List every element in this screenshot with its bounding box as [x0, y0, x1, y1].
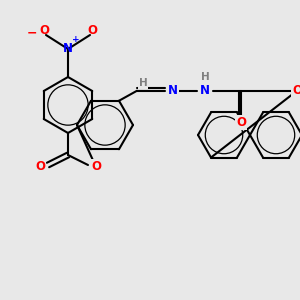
Text: H: H: [201, 72, 209, 82]
Text: +: +: [72, 34, 80, 43]
Text: O: O: [236, 116, 246, 129]
Text: O: O: [292, 84, 300, 97]
Text: O: O: [39, 25, 49, 38]
Text: O: O: [292, 84, 300, 97]
Text: O: O: [91, 160, 101, 173]
Text: N: N: [63, 43, 73, 56]
Text: O: O: [35, 160, 45, 173]
Text: N: N: [200, 84, 210, 97]
Text: N: N: [168, 84, 178, 97]
Text: O: O: [87, 25, 97, 38]
Text: O: O: [91, 160, 101, 173]
Text: −: −: [27, 26, 37, 40]
Text: H: H: [139, 78, 147, 88]
